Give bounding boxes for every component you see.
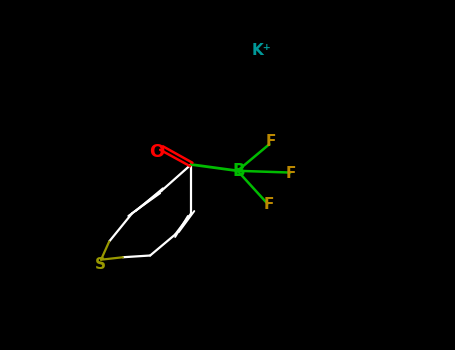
Text: S: S <box>95 257 106 272</box>
Text: O: O <box>149 143 165 161</box>
Text: F: F <box>286 166 296 181</box>
Text: F: F <box>263 197 273 212</box>
Text: F: F <box>266 134 276 149</box>
Text: K⁺: K⁺ <box>252 43 272 58</box>
Text: B: B <box>233 162 245 181</box>
